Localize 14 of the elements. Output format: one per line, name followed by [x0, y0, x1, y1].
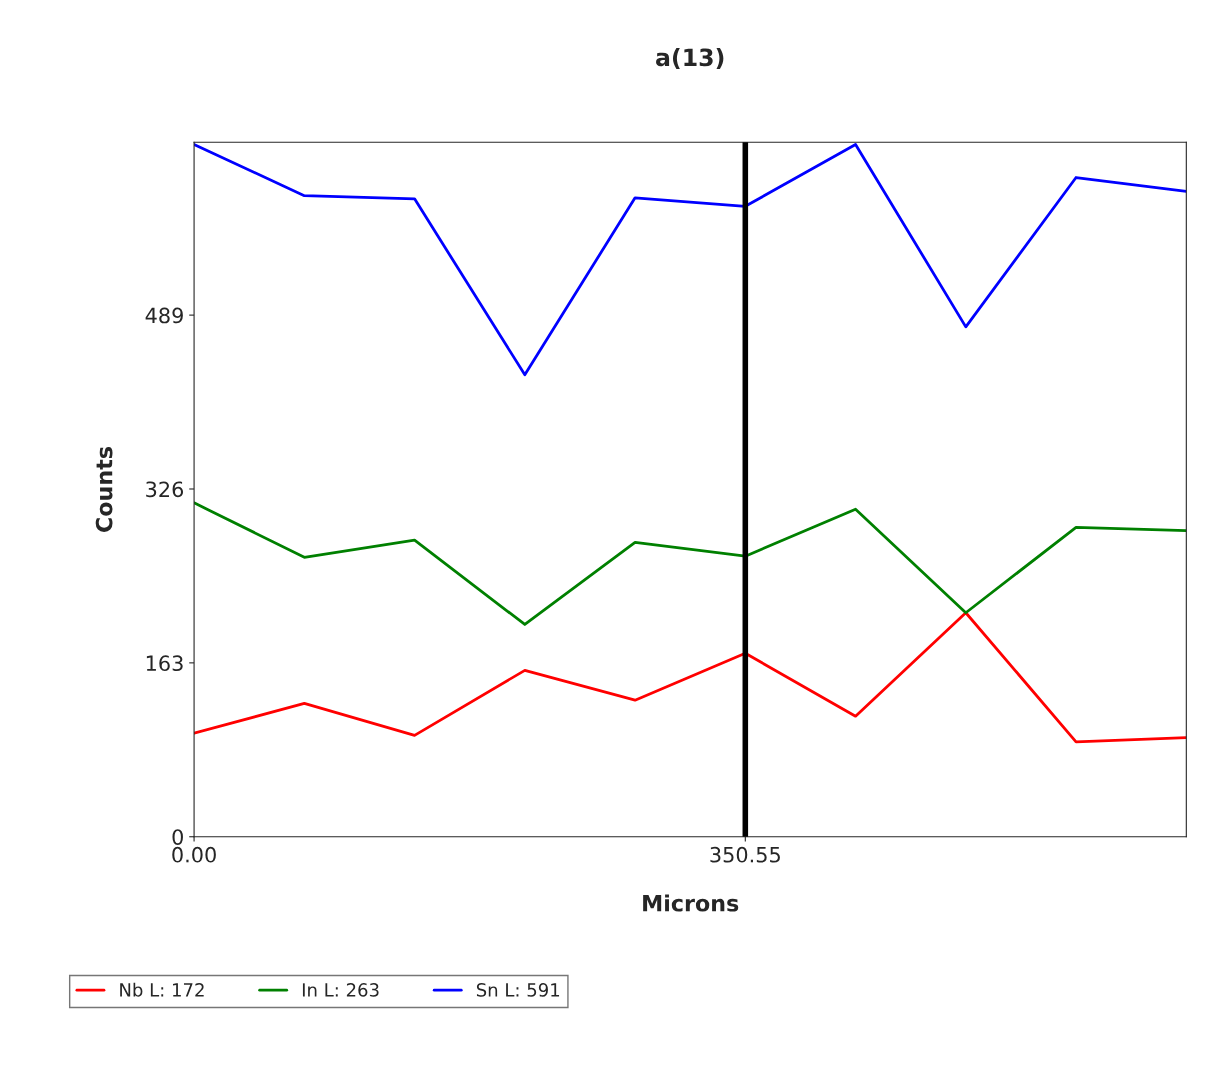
line-series: [194, 501, 1187, 626]
y-axis-title: Counts: [95, 447, 113, 532]
y-tick-label: 163: [146, 655, 183, 672]
y-tick-label: 489: [145, 307, 183, 324]
x-axis-title: Microns: [643, 894, 739, 912]
y-tick-label: 0: [172, 829, 183, 845]
legend-label: Sn L: 591: [476, 983, 560, 997]
legend-label: Nb L: 172: [120, 982, 204, 997]
legend-label: In L: 263: [302, 983, 379, 997]
x-tick-label: 350.55: [710, 846, 780, 863]
chart-title: a(13): [656, 48, 724, 70]
line-series: [194, 611, 1187, 744]
y-tick-label: 326: [146, 481, 184, 498]
x-tick-label: 0.00: [172, 846, 216, 863]
